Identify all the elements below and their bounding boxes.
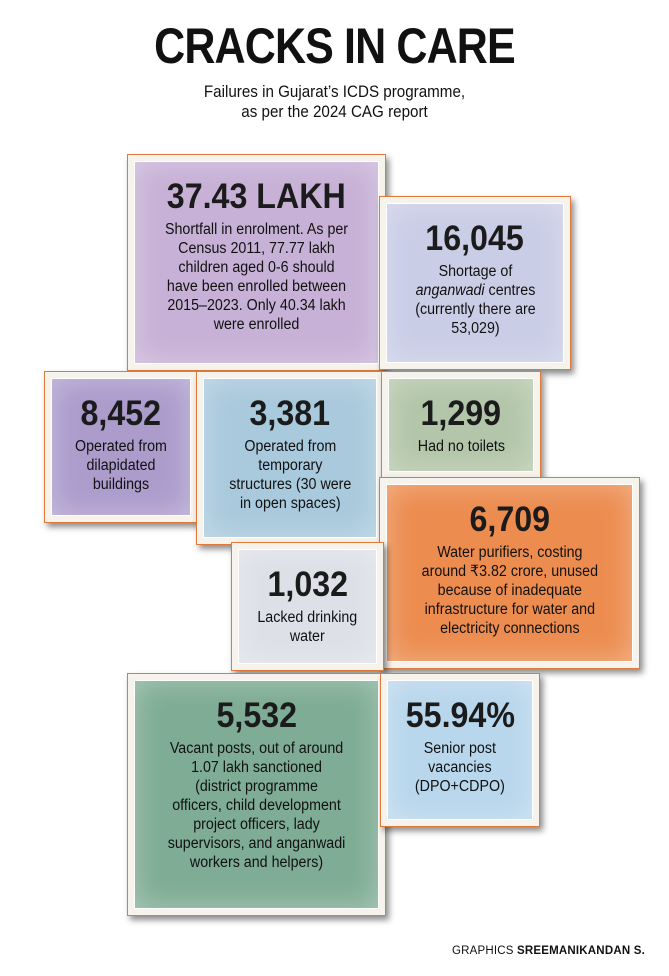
subtitle-line-1: Failures in Gujarat’s ICDS programme, bbox=[203, 83, 466, 101]
card-value: 37.43 LAKH bbox=[167, 177, 346, 216]
card-description: Senior post vacancies (DPO+CDPO) bbox=[415, 740, 505, 795]
card-drinking-water: 1,032 Lacked drinking water bbox=[231, 542, 384, 671]
card-temporary-structures: 3,381 Operated from temporary structures… bbox=[196, 371, 384, 545]
card-value: 16,045 bbox=[425, 219, 525, 258]
infographic-title: CRACKS IN CARE bbox=[154, 18, 516, 74]
subtitle-line-2: as per the 2024 CAG report bbox=[241, 103, 428, 121]
card-centres-shortage: 16,045 Shortage of anganwadi centres (cu… bbox=[379, 196, 571, 370]
card-value: 8,452 bbox=[80, 394, 162, 433]
card-value: 6,709 bbox=[469, 500, 550, 539]
card-value: 1,299 bbox=[420, 394, 502, 433]
card-value: 3,381 bbox=[249, 394, 331, 433]
card-description: Vacant posts, out of around 1.07 lakh sa… bbox=[167, 740, 346, 871]
card-value: 5,532 bbox=[216, 696, 297, 735]
card-description: Operated from temporary structures (30 w… bbox=[228, 438, 352, 512]
card-water-purifiers: 6,709 Water purifiers, costing around ₹3… bbox=[379, 477, 640, 669]
card-enrolment-shortfall: 37.43 LAKH Shortfall in enrolment. As pe… bbox=[127, 154, 386, 371]
card-value: 55.94% bbox=[405, 696, 515, 735]
card-description: Water purifiers, costing around ₹3.82 cr… bbox=[421, 544, 598, 637]
card-senior-vacancies: 55.94% Senior post vacancies (DPO+CDPO) bbox=[380, 673, 540, 827]
card-description: Had no toilets bbox=[417, 438, 505, 455]
card-description: Shortfall in enrolment. As per Census 20… bbox=[164, 221, 349, 333]
card-description: Lacked drinking water bbox=[257, 609, 358, 645]
card-vacant-posts: 5,532 Vacant posts, out of around 1.07 l… bbox=[127, 673, 386, 916]
card-no-toilets: 1,299 Had no toilets bbox=[381, 371, 541, 479]
card-dilapidated-buildings: 8,452 Operated from dilapidated building… bbox=[44, 371, 198, 523]
card-description: Shortage of anganwadi centres (currently… bbox=[414, 263, 536, 337]
card-value: 1,032 bbox=[267, 565, 348, 604]
card-description: Operated from dilapidated buildings bbox=[75, 438, 167, 493]
graphics-credit: GRAPHICS SREEMANIKANDAN S. bbox=[451, 945, 645, 957]
